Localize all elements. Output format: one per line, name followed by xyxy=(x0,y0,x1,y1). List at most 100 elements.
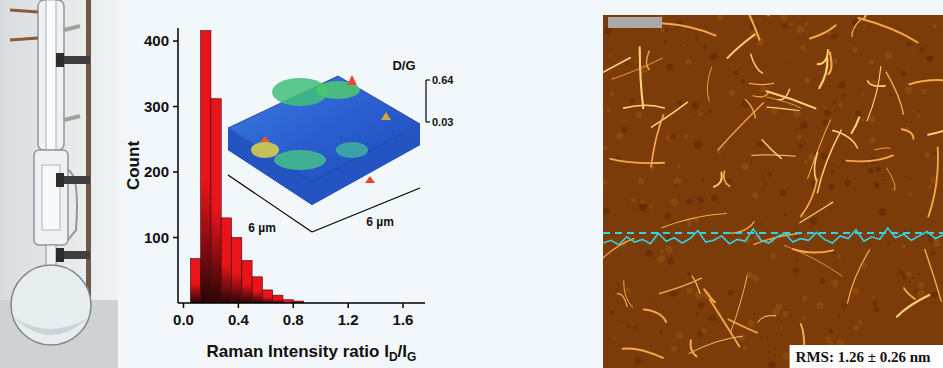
afm-grain xyxy=(780,190,786,196)
afm-grain xyxy=(761,223,763,225)
afm-grain xyxy=(911,277,913,279)
inset-z-tick-label: 0.03 xyxy=(432,116,453,128)
afm-fiber xyxy=(660,278,702,293)
solvent xyxy=(14,318,88,335)
histogram-bar xyxy=(221,218,231,303)
afm-fiber xyxy=(603,58,630,85)
afm-grain xyxy=(646,249,653,256)
afm-grain xyxy=(824,110,830,116)
afm-grain xyxy=(924,153,929,158)
afm-grain xyxy=(804,233,809,238)
afm-grain xyxy=(863,24,866,27)
afm-grain xyxy=(855,111,861,117)
afm-grain xyxy=(868,168,874,174)
afm-grain xyxy=(782,311,788,317)
afm-grain xyxy=(605,27,612,34)
afm-grain xyxy=(933,24,937,28)
afm-grain xyxy=(767,172,772,177)
afm-grain xyxy=(873,301,878,306)
afm-fiber xyxy=(624,105,665,108)
figure: 1002003004000.00.40.81.21.6CountRaman In… xyxy=(0,0,943,368)
afm-grain xyxy=(728,290,733,295)
afm-grain xyxy=(926,56,932,62)
afm-grain xyxy=(829,330,833,334)
x-tick-label: 0.8 xyxy=(283,311,304,328)
afm-grain xyxy=(770,253,775,258)
histogram-bar xyxy=(252,277,262,303)
afm-grain xyxy=(698,112,703,117)
x-tick-label: 0.4 xyxy=(228,311,250,328)
afm-grain xyxy=(869,59,874,64)
afm-grain xyxy=(920,47,925,52)
afm-grain xyxy=(839,103,843,107)
afm-grain xyxy=(698,302,704,308)
afm-grain xyxy=(858,320,862,324)
surface-feature xyxy=(274,150,326,170)
afm-grain xyxy=(828,32,831,35)
histogram-bar xyxy=(262,290,272,303)
afm-grain xyxy=(665,213,671,219)
afm-grain xyxy=(921,89,927,95)
afm-grain xyxy=(671,346,676,351)
afm-grain xyxy=(769,361,776,368)
afm-fiber xyxy=(728,35,755,58)
afm-fiber xyxy=(751,54,763,73)
surface-feature xyxy=(251,142,279,158)
afm-grain xyxy=(803,160,808,165)
afm-grain xyxy=(741,166,743,168)
afm-grain xyxy=(757,141,763,147)
afm-grain xyxy=(631,198,636,203)
afm-grain xyxy=(833,102,835,104)
afm-grain xyxy=(906,41,911,46)
x-axis-title: Raman Intensity ratio ID/IG xyxy=(207,342,417,364)
afm-grain xyxy=(804,78,810,84)
afm-grain xyxy=(603,146,607,150)
y-tick-label: 300 xyxy=(144,98,169,115)
afm-grain xyxy=(739,335,745,341)
histogram-bar xyxy=(232,238,242,303)
inset-z-tick xyxy=(426,79,430,80)
afm-grain xyxy=(606,37,609,40)
afm-grain xyxy=(825,337,831,343)
afm-grain xyxy=(700,106,702,108)
inset-surface: 6 µm6 µm0.640.03D/G xyxy=(228,58,454,235)
afm-fiber xyxy=(739,15,760,40)
afm-grain xyxy=(708,109,712,113)
surface-peak xyxy=(347,75,357,85)
afm-grain xyxy=(753,275,759,281)
afm-grain xyxy=(820,278,826,284)
afm-grain xyxy=(638,204,645,211)
clamp xyxy=(60,176,90,184)
afm-grain xyxy=(743,346,748,351)
afm-grain xyxy=(882,179,884,181)
afm-grain xyxy=(702,328,707,333)
afm-fiber xyxy=(612,58,662,79)
tubing xyxy=(10,10,38,40)
inset-z-tick xyxy=(426,121,430,122)
afm-fiber xyxy=(714,173,722,187)
afm-grain xyxy=(764,183,767,186)
afm-image xyxy=(603,15,943,368)
afm-grain xyxy=(616,133,623,140)
x-axis-title-part: /I xyxy=(398,342,407,361)
afm-grain xyxy=(837,313,840,316)
afm-grain xyxy=(664,40,668,44)
afm-grain xyxy=(829,329,833,333)
surface-peak xyxy=(260,136,270,142)
afm-grain xyxy=(621,127,627,133)
afm-grain xyxy=(686,221,692,227)
afm-fiber xyxy=(814,153,817,180)
y-tick xyxy=(173,40,178,42)
afm-grain xyxy=(831,169,835,173)
afm-grain xyxy=(639,203,647,211)
afm-grain xyxy=(686,199,692,205)
afm-grain xyxy=(854,325,859,330)
clamp-jaw xyxy=(56,248,64,262)
y-tick xyxy=(173,171,178,173)
afm-fiber xyxy=(852,20,861,37)
afm-grain xyxy=(783,353,790,360)
afm-fiber xyxy=(651,115,664,167)
afm-grain xyxy=(832,280,839,287)
afm-fiber xyxy=(902,129,914,139)
afm-grain xyxy=(740,79,744,83)
